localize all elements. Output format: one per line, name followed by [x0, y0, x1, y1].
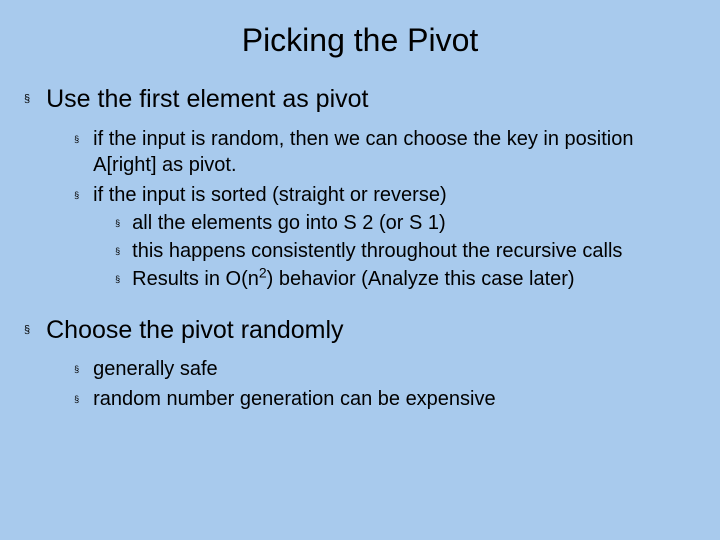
list-item: § Choose the pivot randomly § generally …: [24, 314, 696, 427]
lvl2-text: if the input is sorted (straight or reve…: [93, 182, 696, 208]
lvl3-text: all the elements go into S 2 (or S 1): [132, 210, 446, 236]
bullet-icon: §: [24, 93, 30, 105]
lvl1-text: Choose the pivot randomly: [46, 314, 696, 347]
lvl2-text: generally safe: [93, 356, 696, 382]
bullet-icon: §: [74, 364, 79, 374]
list-item: § Results in O(n2) behavior (Analyze thi…: [115, 266, 696, 292]
slide-title: Picking the Pivot: [24, 22, 696, 59]
list-item: § all the elements go into S 2 (or S 1): [115, 210, 696, 236]
bullet-icon: §: [74, 394, 79, 404]
bullet-icon: §: [115, 274, 120, 284]
list-item: § generally safe: [74, 356, 696, 382]
bullet-icon: §: [74, 190, 79, 200]
bullet-list-lvl3: § all the elements go into S 2 (or S 1) …: [115, 210, 696, 292]
lvl3-text: Results in O(n2) behavior (Analyze this …: [132, 266, 574, 292]
slide: Picking the Pivot § Use the first elemen…: [0, 0, 720, 540]
bullet-icon: §: [115, 246, 120, 256]
list-item: § random number generation can be expens…: [74, 386, 696, 412]
bullet-list-lvl1: § Use the first element as pivot § if th…: [24, 83, 696, 426]
bullet-list-lvl2: § if the input is random, then we can ch…: [74, 126, 696, 294]
lvl2-text: if the input is random, then we can choo…: [93, 126, 696, 178]
lvl3-text: this happens consistently throughout the…: [132, 238, 622, 264]
bullet-icon: §: [74, 134, 79, 144]
bullet-icon: §: [115, 218, 120, 228]
list-item: § if the input is random, then we can ch…: [74, 126, 696, 178]
bullet-list-lvl2: § generally safe § random number generat…: [74, 356, 696, 412]
lvl2-text: random number generation can be expensiv…: [93, 386, 696, 412]
lvl1-text: Use the first element as pivot: [46, 83, 696, 116]
list-item: § this happens consistently throughout t…: [115, 238, 696, 264]
list-item: § if the input is sorted (straight or re…: [74, 182, 696, 294]
list-item: § Use the first element as pivot § if th…: [24, 83, 696, 308]
bullet-icon: §: [24, 324, 30, 336]
